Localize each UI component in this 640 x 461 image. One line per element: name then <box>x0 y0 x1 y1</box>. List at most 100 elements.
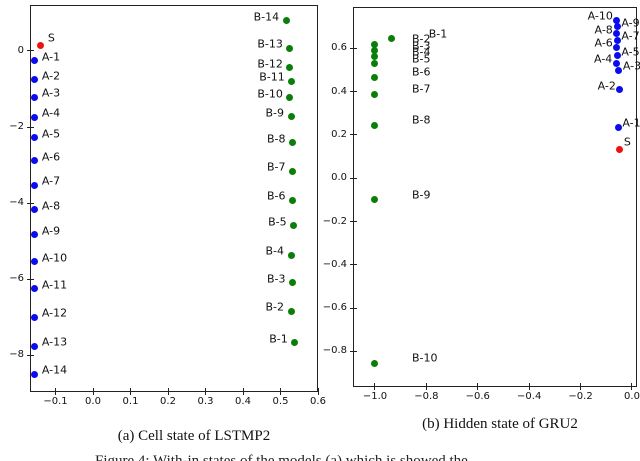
point-B-5 <box>290 222 298 230</box>
label-S: S <box>47 31 55 45</box>
y-tick-label: 0 <box>17 44 24 56</box>
y-tick <box>27 50 34 52</box>
plot-a-frame <box>30 5 318 392</box>
label-B-13: B-13 <box>257 37 283 51</box>
point-A-9 <box>31 231 39 239</box>
point-S <box>37 41 45 49</box>
label-A-1: A-1 <box>622 116 640 130</box>
point-A-8 <box>31 206 39 214</box>
label-A-9: A-9 <box>41 224 61 238</box>
y-tick-label: −4 <box>9 197 24 209</box>
point-B-4 <box>371 53 379 61</box>
label-A-2: A-2 <box>41 69 61 82</box>
x-tick <box>580 383 582 390</box>
point-B-10 <box>371 359 379 367</box>
label-A-2: A-2 <box>597 79 616 93</box>
y-tick <box>27 354 34 356</box>
label-B-1: B-1 <box>269 332 288 346</box>
point-A-1 <box>614 123 622 131</box>
point-A-10 <box>613 16 621 24</box>
label-B-12: B-12 <box>257 57 283 71</box>
y-tick <box>350 47 357 49</box>
point-A-7 <box>31 181 39 189</box>
point-B-7 <box>371 90 379 98</box>
y-tick-label: −0.4 <box>322 258 347 270</box>
label-A-9: A-9 <box>621 16 640 30</box>
label-A-10: A-10 <box>41 251 68 265</box>
point-S <box>616 145 624 153</box>
label-B-2: B-2 <box>265 300 284 314</box>
point-B-14 <box>282 17 290 25</box>
label-S: S <box>623 135 631 149</box>
label-A-5: A-5 <box>621 45 640 59</box>
label-B-2: B-2 <box>411 32 431 46</box>
label-B-9: B-9 <box>411 188 431 202</box>
y-tick-label: −0.8 <box>322 345 347 357</box>
y-tick <box>350 134 357 136</box>
x-tick <box>425 383 427 390</box>
point-B-9 <box>371 196 379 204</box>
y-tick-label: −8 <box>9 349 24 361</box>
x-tick <box>130 388 131 395</box>
point-A-10 <box>31 258 39 266</box>
label-B-1: B-1 <box>428 27 448 41</box>
x-tick-label: 0.4 <box>235 396 251 407</box>
label-A-4: A-4 <box>594 52 613 66</box>
label-A-13: A-13 <box>41 335 68 349</box>
point-A-6 <box>31 157 39 165</box>
x-tick-label: −0.8 <box>414 391 439 402</box>
x-tick-label: 0.0 <box>624 391 640 402</box>
y-tick-label: 0.0 <box>331 172 347 184</box>
point-A-3 <box>615 66 623 74</box>
point-A-2 <box>31 76 39 83</box>
label-B-5: B-5 <box>411 52 431 66</box>
y-tick-label: 0.4 <box>331 85 347 97</box>
label-A-14: A-14 <box>41 363 68 377</box>
label-B-7: B-7 <box>266 160 286 174</box>
point-B-4 <box>287 251 295 259</box>
point-B-8 <box>289 139 296 147</box>
y-tick <box>350 91 357 93</box>
x-tick-label: −0.2 <box>568 391 593 402</box>
subcaption-a: (a) Cell state of LSTMP2 <box>117 428 271 444</box>
label-A-3: A-3 <box>622 59 640 73</box>
label-A-3: A-3 <box>41 86 61 100</box>
label-B-10: B-10 <box>411 351 438 365</box>
y-tick-label: 0.6 <box>331 42 347 54</box>
x-tick <box>528 383 530 390</box>
x-tick-label: 0.0 <box>85 396 101 407</box>
y-tick <box>350 221 357 223</box>
label-B-6: B-6 <box>411 65 431 79</box>
y-tick-label: 0.2 <box>331 128 347 140</box>
point-A-3 <box>31 93 39 101</box>
point-A-2 <box>616 86 624 94</box>
x-tick <box>631 383 633 390</box>
y-tick-label: −0.6 <box>322 302 347 314</box>
point-B-6 <box>289 196 296 204</box>
x-tick <box>242 388 244 395</box>
point-A-4 <box>31 113 39 121</box>
label-A-5: A-5 <box>41 127 61 141</box>
label-A-7: A-7 <box>621 29 640 43</box>
x-tick-label: −0.6 <box>465 391 490 402</box>
point-B-11 <box>288 77 296 85</box>
y-tick <box>350 350 357 352</box>
x-tick-label: −0.1 <box>43 396 68 407</box>
x-tick <box>55 388 56 395</box>
y-tick <box>350 177 357 179</box>
subcaption-b: (b) Hidden state of GRU2 <box>422 416 578 432</box>
y-tick <box>27 126 34 128</box>
point-B-10 <box>286 94 294 102</box>
x-tick <box>92 388 94 395</box>
label-A-10: A-10 <box>587 9 613 23</box>
y-tick <box>27 202 34 204</box>
point-A-5 <box>31 134 39 142</box>
x-tick-label: 0.6 <box>310 396 326 407</box>
label-B-11: B-11 <box>259 70 285 84</box>
label-A-4: A-4 <box>41 106 61 120</box>
point-A-5 <box>613 52 621 60</box>
plot-b-frame <box>353 7 637 387</box>
